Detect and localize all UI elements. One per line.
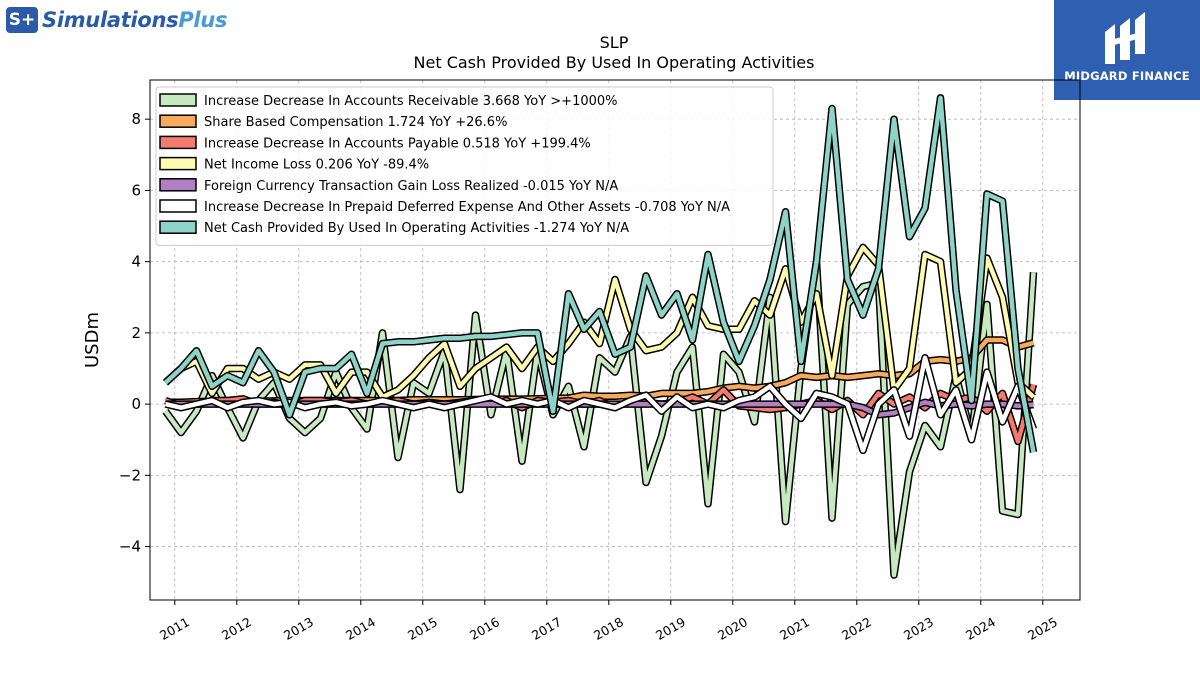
series-0 [162,257,1038,579]
x-tick-label: 2022 [839,614,874,643]
series-line [164,355,1036,453]
midgard-logo-name: MIDGARD FINANCE [1064,69,1190,83]
legend-item: Foreign Currency Transaction Gain Loss R… [159,178,618,194]
x-tick-label: 2016 [467,614,502,643]
legend-swatch [159,93,197,107]
y-tick-label: 8 [131,110,141,128]
y-tick-label: −2 [119,466,141,484]
midgard-finance-logo: MIDGARD FINANCE [1054,0,1200,100]
legend-swatch [159,178,197,192]
logo-wordmark: SimulationsPlus [42,8,227,32]
chart-title: SLP [600,33,629,52]
legend-label: Foreign Currency Transaction Gain Loss R… [204,179,618,194]
x-tick-label: 2025 [1025,614,1060,643]
series-3 [162,243,1037,401]
logo-word-accent: Plus [178,8,228,32]
legend-item: Net Income Loss 0.206 YoY -89.4% [159,156,429,173]
series-layer [162,94,1038,579]
legend-item: Increase Decrease In Accounts Payable 0.… [159,135,591,151]
series-line [163,95,1036,453]
x-tick-label: 2023 [901,614,936,643]
x-tick-label: 2019 [653,614,688,643]
legend-swatch [159,114,197,128]
legend-box [155,86,774,246]
legend-label: Net Income Loss 0.206 YoY -89.4% [204,158,429,173]
x-tick-label: 2011 [157,614,192,643]
legend: Increase Decrease In Accounts Receivable… [155,86,774,246]
legend-swatch [159,220,197,234]
y-tick-label: 4 [131,253,141,271]
legend-swatch [159,135,197,150]
chart-subtitle: Net Cash Provided By Used In Operating A… [414,53,815,72]
legend-label: Increase Decrease In Prepaid Deferred Ex… [204,200,730,215]
legend-label: Increase Decrease In Accounts Payable 0.… [204,136,591,151]
series-5 [164,354,1038,455]
y-tick-label: 6 [131,181,141,199]
legend-swatch [159,156,197,171]
x-tick-label: 2017 [529,614,564,643]
legend-item: Increase Decrease In Prepaid Deferred Ex… [159,199,730,215]
y-axis: −4 −2 0 2 4 6 8 [119,110,150,556]
legend-label: Increase Decrease In Accounts Receivable… [204,94,618,109]
y-axis-label: USDm [82,312,103,368]
midgard-emblem-icon [1105,12,1145,64]
plot-area-frame [149,79,1081,601]
x-axis: 2011 2012 2013 2014 2015 2016 2017 2018 2019 2020… [157,600,1060,643]
x-tick-label: 2020 [715,614,750,643]
logo-badge: S+ [6,7,38,33]
x-tick-label: 2024 [963,614,998,643]
x-tick-label: 2014 [343,614,378,643]
simulations-plus-logo: S+ SimulationsPlus [6,6,227,34]
legend-label: Net Cash Provided By Used In Operating A… [204,221,629,236]
x-tick-label: 2015 [405,614,440,643]
series-line [163,245,1036,400]
x-tick-label: 2018 [591,614,626,643]
legend-label: Share Based Compensation 1.724 YoY +26.6… [204,115,507,130]
legend-item: Net Cash Provided By Used In Operating A… [159,220,629,236]
x-tick-label: 2012 [219,614,254,643]
y-tick-label: 0 [131,395,141,413]
legend-item: Increase Decrease In Accounts Receivable… [159,93,618,109]
logo-word: Simulations [42,8,179,32]
legend-item: Share Based Compensation 1.724 YoY +26.6… [159,114,507,130]
x-tick-label: 2013 [281,614,316,643]
series-6 [162,94,1038,453]
x-tick-label: 2021 [777,614,812,643]
legend-swatch [159,199,197,213]
y-tick-label: 2 [131,324,141,342]
y-tick-label: −4 [119,538,141,556]
series-line [163,259,1036,578]
